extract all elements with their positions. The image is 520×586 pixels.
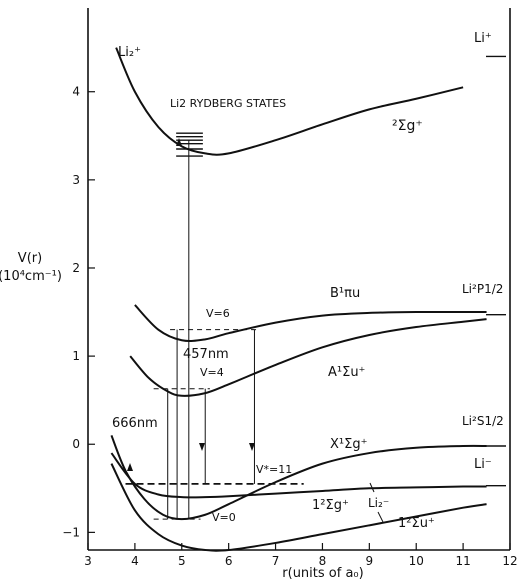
label-1-sigma-u: 1²Σu⁺ xyxy=(398,516,435,531)
potential-curve-4 xyxy=(110,452,487,499)
x-tick-label: 7 xyxy=(272,554,280,568)
potential-curve-2 xyxy=(129,318,487,397)
label-li-2s: Li²S1/2 xyxy=(462,414,504,428)
transition-arrowheads xyxy=(127,138,255,471)
potential-curve-0 xyxy=(115,47,464,156)
label-rydberg-states: Li2 RYDBERG STATES xyxy=(170,97,286,110)
transition-lines xyxy=(167,140,255,520)
y-tick-label: 1 xyxy=(72,349,80,363)
potential-curve-5 xyxy=(110,463,487,552)
label-li-2p: Li²P1/2 xyxy=(462,282,503,296)
dissociation-limits xyxy=(486,55,506,487)
label-a-state: A¹Σu⁺ xyxy=(328,365,365,380)
level-lines xyxy=(125,132,304,520)
x-tick-label: 10 xyxy=(409,554,424,568)
x-tick-label: 9 xyxy=(366,554,374,568)
label-vstar-11: V*=11 xyxy=(256,463,292,476)
x-tick-label: 8 xyxy=(319,554,327,568)
x-tick-label: 4 xyxy=(131,554,139,568)
label-666nm: 666nm xyxy=(112,416,158,431)
label-li2-plus: Li₂⁺ xyxy=(118,45,141,60)
label-v0: V=0 xyxy=(212,511,236,524)
x-ticks: 3 4 5 6 7 8 9 10 11 12 xyxy=(84,543,518,568)
x-tick-label: 5 xyxy=(178,554,186,568)
label-b-state: B¹πu xyxy=(330,286,360,301)
state-labels: Li₂⁺ Li2 RYDBERG STATES ²Σg⁺ Li⁺ B¹πu Li… xyxy=(112,31,504,531)
arrowhead-rydberg-up xyxy=(176,138,182,146)
label-li-plus: Li⁺ xyxy=(474,31,492,46)
arrowhead-466-down xyxy=(199,443,205,451)
y-tick-label: 2 xyxy=(72,261,80,275)
y-tick-label: 0 xyxy=(72,437,80,451)
label-457nm: 457nm xyxy=(183,347,229,362)
li2-minus-pointers xyxy=(369,482,384,523)
label-v6: V=6 xyxy=(206,307,230,320)
x-axis-label: r(units of a₀) xyxy=(282,566,363,581)
y-tick-label: −1 xyxy=(62,525,80,539)
y-axis-unit-label: (10⁴cm⁻¹) xyxy=(0,269,62,284)
label-v4: V=4 xyxy=(200,366,224,379)
y-ticks: −1 0 1 2 3 4 xyxy=(62,85,95,539)
x-tick-label: 11 xyxy=(455,554,470,568)
y-tick-label: 3 xyxy=(72,173,80,187)
label-li2-minus: Li₂⁻ xyxy=(368,496,389,510)
y-axis-label: V(r) xyxy=(18,251,42,266)
label-li-minus: Li⁻ xyxy=(474,457,492,472)
potential-curve-3 xyxy=(110,435,487,521)
potential-curves xyxy=(110,47,487,552)
y-tick-label: 4 xyxy=(72,85,80,99)
x-tick-label: 3 xyxy=(84,554,92,568)
arrowhead-666-up xyxy=(127,463,133,471)
label-x-state: X¹Σg⁺ xyxy=(330,437,367,452)
label-1-sigma-g: 1²Σg⁺ xyxy=(312,498,349,513)
potential-curve-1 xyxy=(134,304,487,342)
x-tick-label: 12 xyxy=(502,554,517,568)
arrowhead-vstar-down xyxy=(249,443,255,451)
x-tick-label: 6 xyxy=(225,554,233,568)
label-sigma-g-plus-ion: ²Σg⁺ xyxy=(392,118,423,134)
pointer-li2-minus xyxy=(369,482,375,493)
pointer-1-sigma-u xyxy=(377,511,384,523)
